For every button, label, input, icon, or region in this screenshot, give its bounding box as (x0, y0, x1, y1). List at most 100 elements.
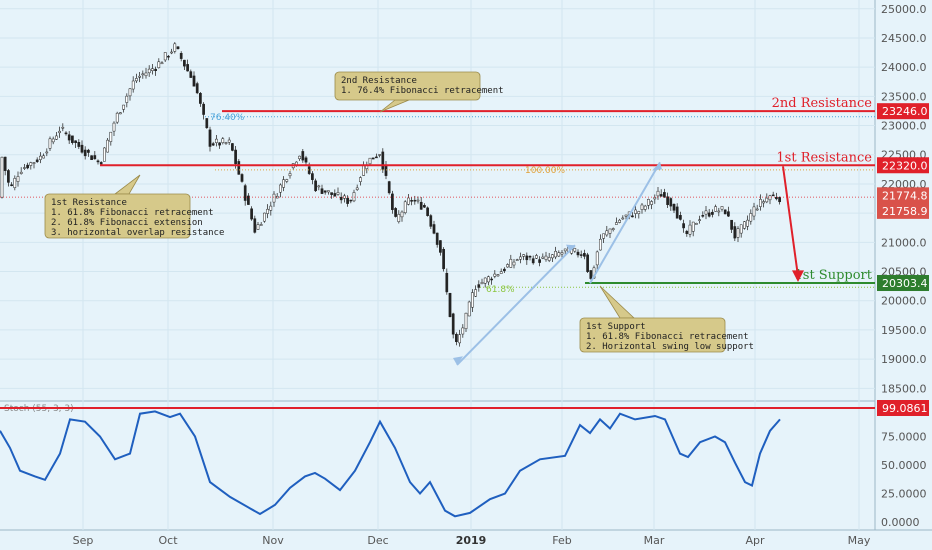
candle-body (656, 190, 660, 197)
candle-body (99, 162, 103, 165)
candle-body (538, 259, 541, 263)
candle-body (375, 156, 378, 159)
candle-body (643, 205, 647, 210)
candle-body (490, 278, 493, 281)
badge-1st-resistance: 22320.0 (882, 159, 928, 172)
price-tick-label: 21000.0 (881, 236, 927, 249)
badge-stoch-bg (877, 400, 929, 416)
candle-body (503, 268, 506, 272)
candle-body (13, 178, 17, 188)
candle-body (263, 212, 266, 222)
candle-body (762, 201, 765, 204)
stoch-tick-label: 0.0000 (881, 516, 920, 529)
candle-body (39, 155, 42, 160)
candle-body (554, 250, 557, 258)
candle-body (771, 194, 775, 197)
candle-body (259, 224, 263, 226)
note-line: 1st Resistance (51, 198, 127, 208)
projection-arrowhead (792, 270, 804, 283)
candle-body (359, 177, 362, 182)
candle-body (115, 112, 119, 123)
candle-body (112, 122, 116, 132)
candle-body (183, 59, 186, 67)
candle-body (442, 248, 445, 270)
candle-body (560, 252, 564, 255)
candle-body (103, 147, 106, 162)
candle-body (717, 210, 721, 213)
candle-body (67, 134, 71, 141)
candle-body (48, 138, 52, 149)
stoch-line (0, 410, 781, 518)
candle-body (666, 196, 669, 205)
time-tick-label: Mar (644, 534, 665, 547)
note-box (334, 71, 481, 101)
candle-body (51, 138, 55, 143)
candle-body (355, 187, 359, 190)
candle-body (135, 78, 138, 82)
candle-body (467, 301, 471, 317)
candle-body (231, 143, 234, 151)
candle-body (599, 238, 602, 251)
candle-body (615, 222, 618, 225)
candle-body (221, 138, 225, 143)
candle-body (288, 173, 292, 177)
candle-body (487, 276, 490, 283)
candle-body (519, 256, 522, 260)
candle-body (621, 217, 625, 220)
candle-body (483, 277, 487, 284)
candle-body (400, 211, 404, 218)
candle-body (429, 215, 433, 227)
candle-body (93, 155, 97, 160)
candle-body (493, 273, 497, 277)
axes: 25000.024500.024000.023500.023000.022500… (73, 3, 929, 547)
candle-body (26, 164, 29, 169)
candle-body (7, 170, 10, 183)
candle-body (170, 51, 173, 54)
candle-body (266, 208, 269, 214)
candle-body (439, 240, 442, 253)
candle-body (0, 156, 4, 198)
fib-label-100: 100.00% (525, 166, 565, 176)
candle-body (240, 174, 244, 182)
stochastic-panel: Stoch (55, 3, 3) (0, 404, 875, 518)
candle-body (301, 151, 305, 161)
extension-arrowhead-2 (566, 244, 575, 251)
candle-body (323, 190, 327, 193)
candle-body (727, 211, 730, 217)
badge-2nd-resistance: 23246.0 (882, 105, 928, 118)
candle-body (122, 104, 125, 110)
badge-1st-resistance-bg (877, 157, 929, 174)
overlays: 2nd Resistance 1st Resistance 1st Support 7… (0, 71, 875, 366)
badge-2nd-resistance-bg (877, 103, 929, 120)
candle-body (151, 68, 154, 71)
candle-body (755, 208, 759, 211)
candle-body (611, 228, 615, 230)
level-name-1st-resistance: 1st Resistance (776, 150, 872, 165)
candle-body (339, 196, 343, 201)
candle-body (362, 165, 365, 176)
candle-body (250, 208, 253, 220)
note-line: 2. Horizontal swing low support (586, 342, 754, 352)
candle-body (455, 333, 458, 343)
candle-body (675, 206, 679, 219)
candle-body (723, 209, 727, 215)
candle-body (55, 135, 58, 140)
candle-body (525, 255, 529, 261)
candle-body (778, 197, 781, 203)
candle-body (711, 211, 714, 215)
badge-1st-support-bg (877, 275, 929, 292)
price-tick-label: 24500.0 (881, 32, 927, 45)
candle-body (557, 252, 561, 257)
candle-body (333, 193, 337, 197)
candle-body (451, 313, 455, 335)
candle-body (71, 135, 74, 143)
candle-body (410, 200, 413, 202)
candle-body (186, 64, 189, 72)
candle-body (58, 130, 61, 134)
candle-body (371, 157, 375, 160)
candle-body (528, 255, 532, 258)
candle-body (583, 253, 586, 257)
candle-body (759, 199, 762, 207)
price-tick-label: 19000.0 (881, 353, 927, 366)
